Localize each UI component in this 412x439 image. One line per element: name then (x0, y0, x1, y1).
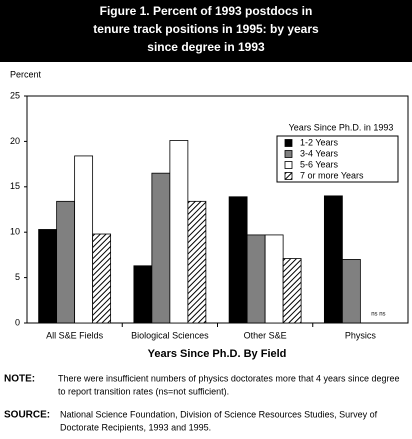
y-tick-label: 10 (10, 227, 20, 237)
x-tick-label: Physics (345, 330, 377, 340)
note-text: to report transition rates (ns=not suffi… (58, 386, 229, 396)
bar (228, 196, 248, 324)
bar (323, 195, 343, 324)
legend-title: Years Since Ph.D. in 1993 (289, 122, 394, 132)
chart-title: since degree in 1993 (147, 40, 265, 54)
legend-label: 7 or more Years (300, 170, 364, 180)
legend-label: 5-6 Years (300, 159, 339, 169)
legend-box (276, 135, 399, 183)
x-tick-label: Other S&E (244, 330, 287, 340)
chart-title: Figure 1. Percent of 1993 postdocs in (100, 4, 313, 18)
x-tick-label: All S&E Fields (46, 330, 104, 340)
legend-label: 1-2 Years (300, 137, 339, 147)
note-text: National Science Foundation, Division of… (60, 409, 378, 419)
bar (133, 265, 153, 324)
y-axis-title: Percent (10, 69, 42, 79)
legend-swatch (284, 150, 293, 158)
bar (341, 259, 361, 324)
annotation: ns ns (371, 312, 385, 318)
bar (92, 233, 112, 324)
title-box (0, 0, 412, 62)
note-text: There were insufficient numbers of physi… (58, 373, 400, 383)
x-tick-label: Biological Sciences (131, 330, 209, 340)
y-tick-label: 0 (15, 317, 20, 327)
bar (187, 200, 207, 324)
y-tick-label: 20 (10, 136, 20, 146)
legend-label: 3-4 Years (300, 148, 339, 158)
legend-swatch (284, 172, 293, 180)
legend-swatch (284, 161, 293, 169)
bar (282, 258, 302, 324)
y-tick-label: 15 (10, 181, 20, 191)
y-tick-label: 25 (10, 90, 20, 100)
bar (246, 234, 266, 324)
y-tick-label: 5 (15, 272, 20, 282)
legend-swatch (284, 139, 293, 147)
bar (74, 155, 94, 324)
bar (56, 200, 76, 324)
bar (151, 172, 171, 324)
note-label: NOTE: (4, 374, 35, 385)
note-label: SOURCE: (4, 410, 50, 421)
bar (38, 229, 58, 324)
bar (264, 234, 284, 324)
x-axis-title: Years Since Ph.D. By Field (148, 348, 287, 360)
chart-title: tenure track positions in 1995: by years (93, 22, 319, 36)
bar (169, 140, 189, 324)
note-text: Doctorate Recipients, 1993 and 1995. (60, 422, 211, 432)
